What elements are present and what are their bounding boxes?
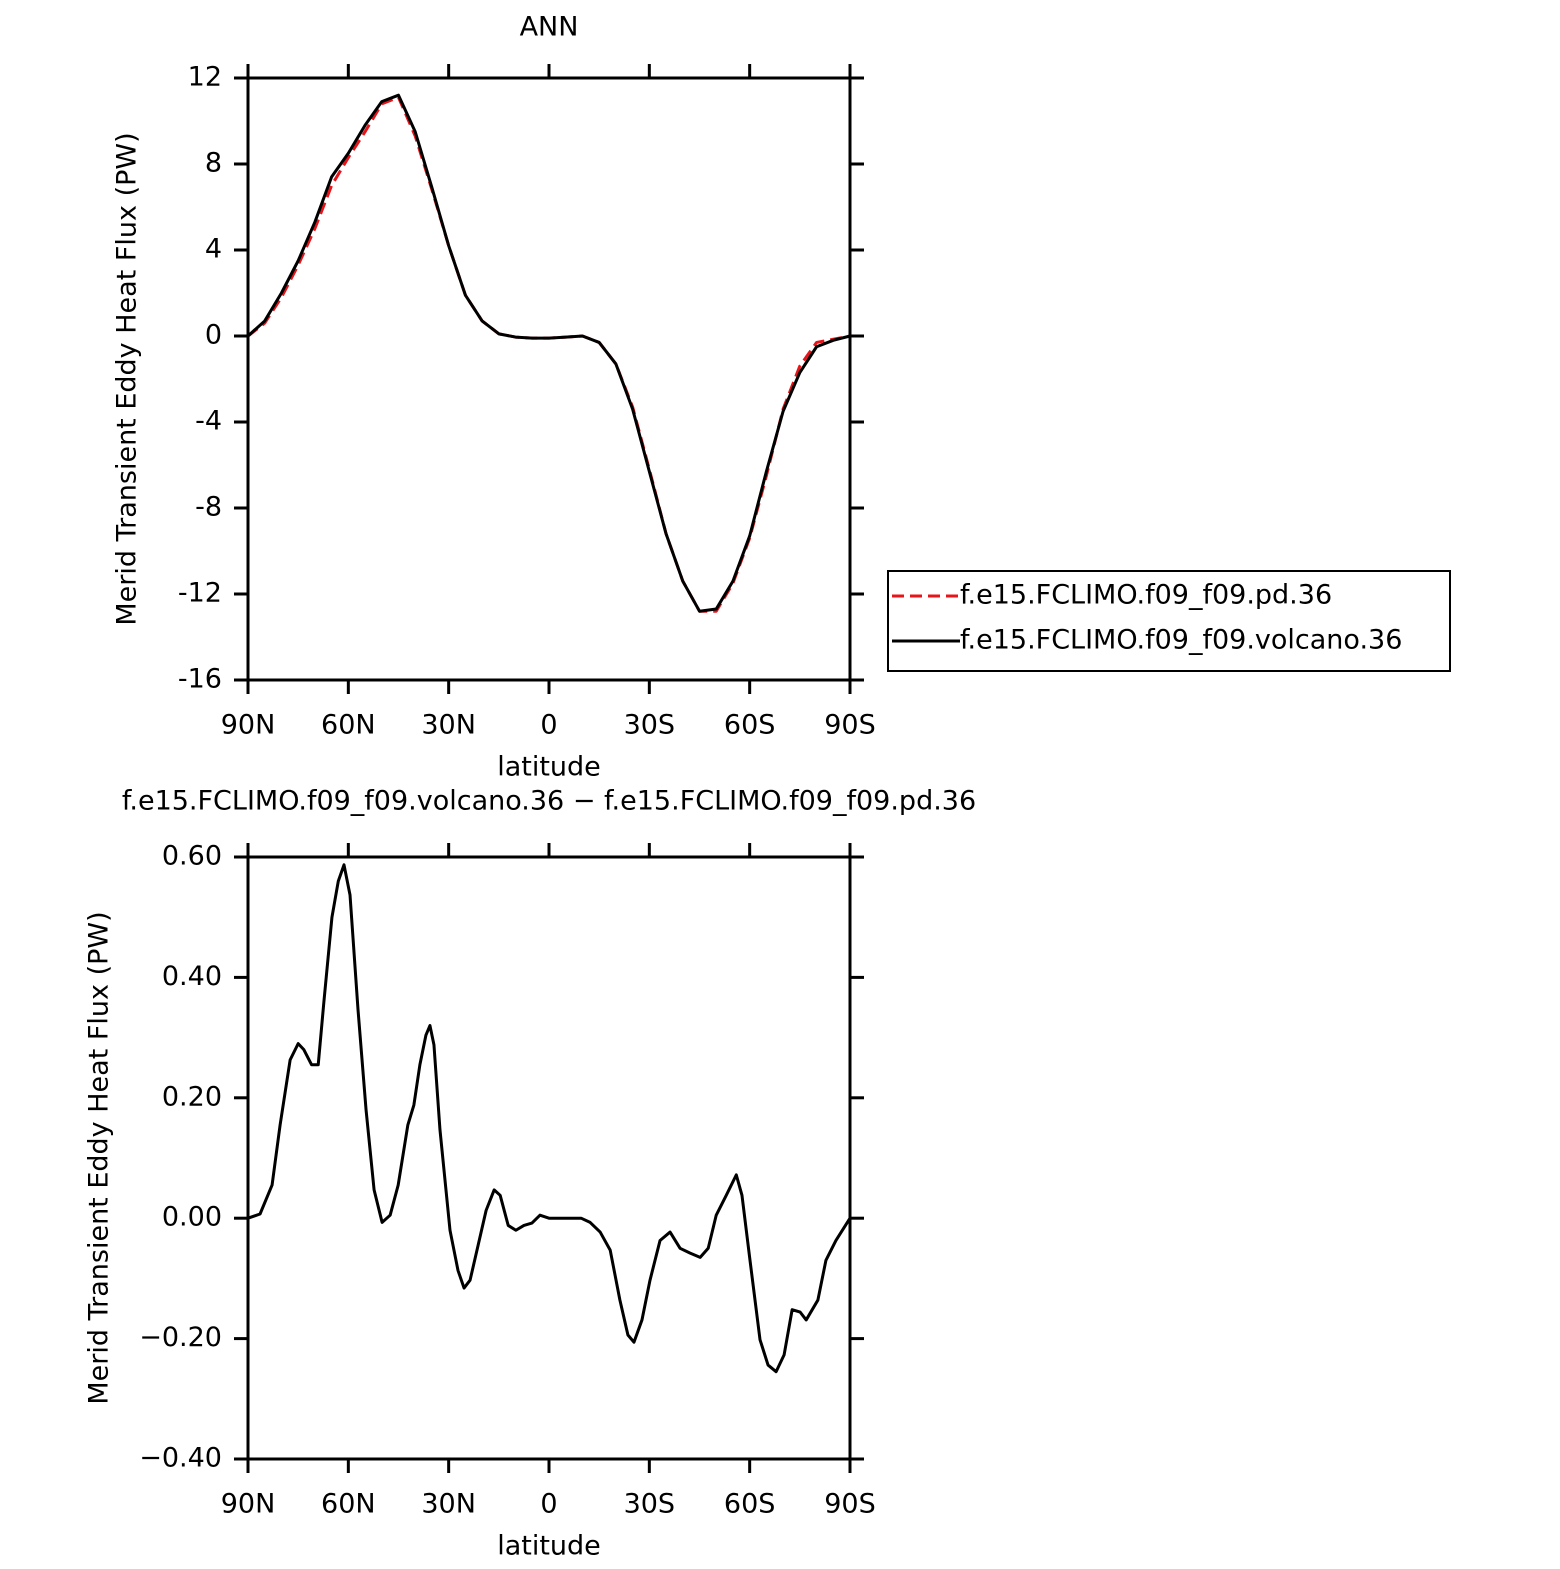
data-line — [247, 95, 851, 613]
legend-label: f.e15.FCLIMO.f09_f09.pd.36 — [960, 580, 1332, 611]
chart-title: ANN — [520, 12, 579, 43]
y-tick-label: 0.60 — [162, 841, 222, 872]
y-tick-label: -8 — [195, 492, 222, 523]
x-tick-label: 90S — [824, 710, 876, 741]
y-tick-label: 0.00 — [162, 1202, 222, 1233]
y-tick-label: 12 — [188, 62, 222, 93]
x-axis-label: latitude — [497, 1531, 601, 1562]
y-tick-label: −0.20 — [139, 1322, 222, 1353]
x-tick-label: 0 — [540, 710, 557, 741]
x-tick-label: 30N — [421, 1489, 476, 1520]
y-tick-label: -16 — [178, 664, 222, 695]
x-tick-label: 60N — [321, 1489, 376, 1520]
data-line — [247, 863, 852, 1374]
legend-label: f.e15.FCLIMO.f09_f09.volcano.36 — [960, 625, 1402, 656]
plot-frame — [246, 855, 852, 1461]
x-tick-label: 30N — [421, 710, 476, 741]
data-line — [246, 93, 851, 613]
y-tick-label: 0.40 — [162, 961, 222, 992]
plot-frame — [246, 76, 852, 682]
y-tick-label: -4 — [195, 406, 222, 437]
x-tick-label: 90N — [221, 710, 276, 741]
x-tick-label: 90S — [824, 1489, 876, 1520]
x-tick-label: 30S — [624, 1489, 676, 1520]
y-tick-label: -12 — [178, 578, 222, 609]
x-tick-label: 60S — [724, 1489, 776, 1520]
x-tick-label: 60N — [321, 710, 376, 741]
x-tick-label: 60S — [724, 710, 776, 741]
y-axis-label: Merid Transient Eddy Heat Flux (PW) — [112, 132, 143, 625]
y-tick-label: −0.40 — [139, 1443, 222, 1474]
x-tick-label: 0 — [540, 1489, 557, 1520]
x-axis-label: latitude — [497, 752, 601, 783]
y-axis-label: Merid Transient Eddy Heat Flux (PW) — [84, 911, 115, 1404]
chart-title: f.e15.FCLIMO.f09_f09.volcano.36 − f.e15.… — [122, 786, 976, 817]
x-tick-label: 30S — [624, 710, 676, 741]
y-tick-label: 0 — [205, 320, 222, 351]
x-tick-label: 90N — [221, 1489, 276, 1520]
y-tick-label: 0.20 — [162, 1081, 222, 1112]
y-tick-label: 4 — [205, 234, 222, 265]
legend-box — [887, 570, 1451, 672]
y-tick-label: 8 — [205, 148, 222, 179]
